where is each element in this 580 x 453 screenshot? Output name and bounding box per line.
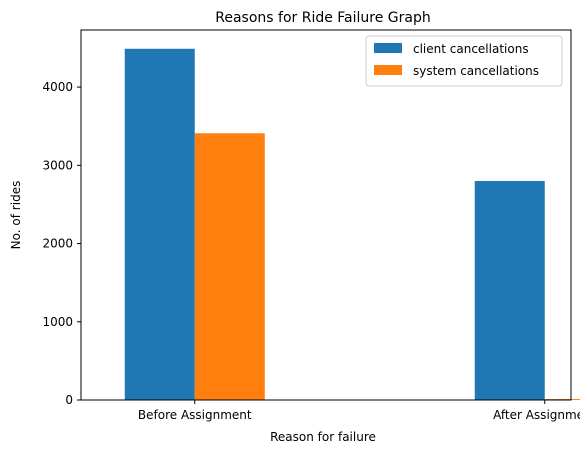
plot-frame — [80, 29, 572, 401]
legend-swatch — [374, 65, 402, 75]
y-tick-label: 0 — [65, 393, 73, 407]
legend-label: system cancellations — [413, 64, 539, 78]
bar-client-cancellations-1 — [474, 180, 545, 400]
x-tick-label: Before Assignment — [138, 408, 252, 422]
legend-label: client cancellations — [413, 42, 529, 56]
x-axis: Before Assignment After Assignment — [138, 400, 580, 422]
legend-swatch — [374, 43, 402, 53]
legend: client cancellations system cancellations — [365, 35, 563, 87]
x-axis-label: Reason for failure — [270, 430, 376, 444]
y-tick-label: 2000 — [42, 237, 73, 251]
x-tick-label: After Assignment — [493, 408, 580, 422]
bar-client-cancellations-0 — [124, 48, 195, 401]
y-tick-label: 1000 — [42, 315, 73, 329]
bars-group — [124, 48, 580, 401]
chart-title: Reasons for Ride Failure Graph — [215, 10, 431, 26]
y-axis: 0 1000 2000 3000 4000 — [42, 80, 81, 407]
y-tick-label: 4000 — [42, 80, 73, 94]
y-axis-label: No. of rides — [9, 181, 23, 250]
bar-system-cancellations-0 — [194, 133, 265, 401]
legend-frame — [365, 35, 563, 87]
y-tick-label: 3000 — [42, 158, 73, 172]
